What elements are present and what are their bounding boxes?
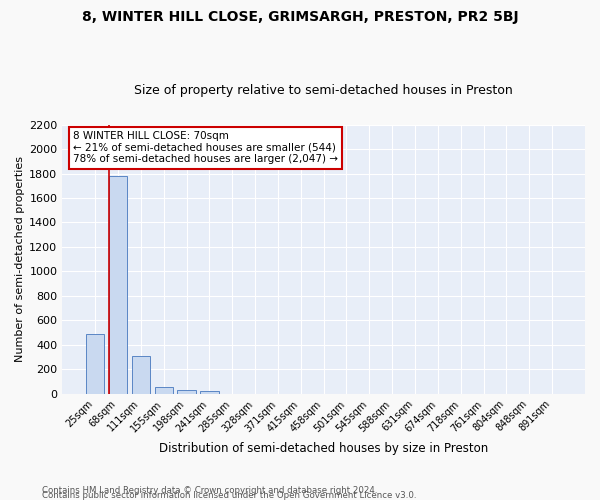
Bar bbox=[132, 356, 150, 394]
Bar bbox=[109, 176, 127, 394]
Text: Contains HM Land Registry data © Crown copyright and database right 2024.: Contains HM Land Registry data © Crown c… bbox=[42, 486, 377, 495]
Bar bbox=[178, 390, 196, 394]
Bar bbox=[200, 392, 218, 394]
Y-axis label: Number of semi-detached properties: Number of semi-detached properties bbox=[15, 156, 25, 362]
Title: Size of property relative to semi-detached houses in Preston: Size of property relative to semi-detach… bbox=[134, 84, 513, 97]
X-axis label: Distribution of semi-detached houses by size in Preston: Distribution of semi-detached houses by … bbox=[159, 442, 488, 455]
Text: 8 WINTER HILL CLOSE: 70sqm
← 21% of semi-detached houses are smaller (544)
78% o: 8 WINTER HILL CLOSE: 70sqm ← 21% of semi… bbox=[73, 132, 338, 164]
Text: Contains public sector information licensed under the Open Government Licence v3: Contains public sector information licen… bbox=[42, 491, 416, 500]
Bar bbox=[155, 387, 173, 394]
Bar bbox=[86, 334, 104, 394]
Text: 8, WINTER HILL CLOSE, GRIMSARGH, PRESTON, PR2 5BJ: 8, WINTER HILL CLOSE, GRIMSARGH, PRESTON… bbox=[82, 10, 518, 24]
